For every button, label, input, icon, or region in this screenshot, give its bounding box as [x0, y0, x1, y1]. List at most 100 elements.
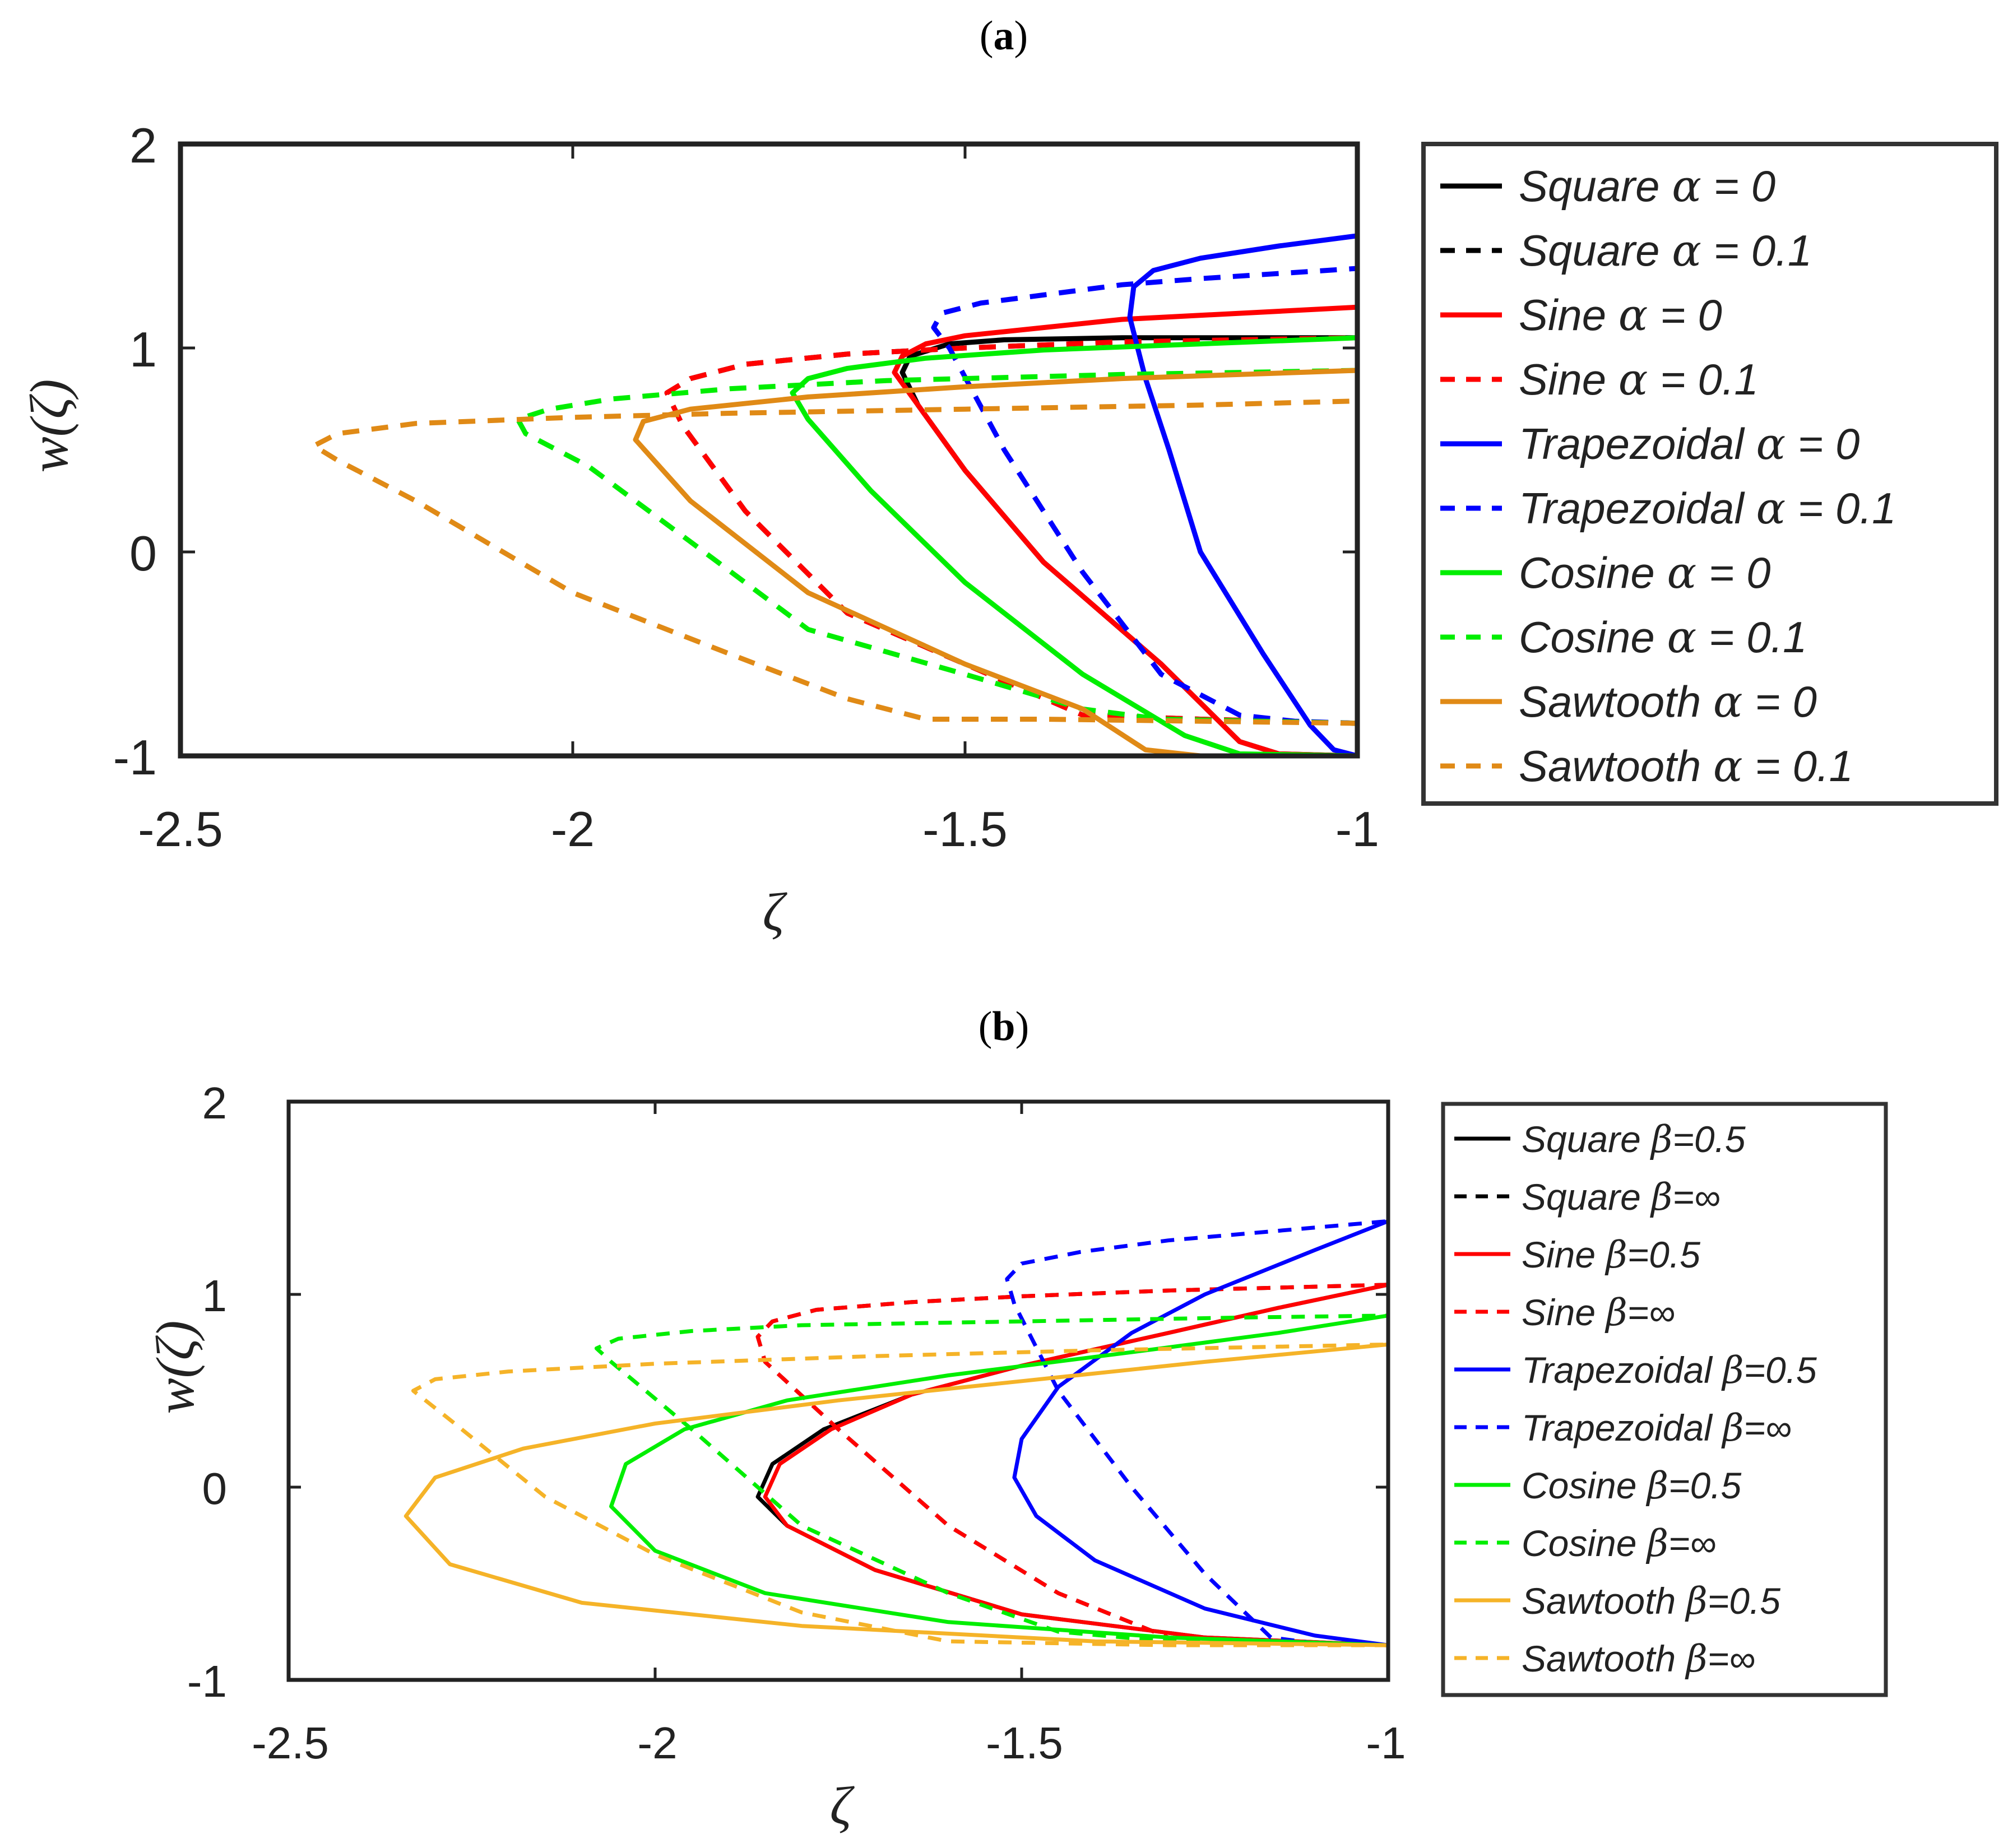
panel-b-title: (b): [979, 1004, 1029, 1050]
panel-a-xtick: -1.5: [922, 801, 1008, 857]
legend-param-value: =0.5: [1672, 1118, 1746, 1160]
series-line-square-solid: [755, 1283, 1389, 1647]
panel-a-yticks: -1 0 1 2: [113, 118, 157, 785]
legend-param-symbol: α: [1619, 355, 1648, 405]
panel-b-xtick: -1.5: [986, 1718, 1063, 1768]
legend-param-symbol: β: [1604, 1291, 1627, 1334]
series-line-trapezoidal-dashed: [931, 266, 1358, 726]
panel-a-legend: Square α = 0 Square α = 0.1 Sine α = 0 S…: [1421, 142, 1998, 806]
legend-item: Sawtooth α = 0.1: [1440, 741, 1853, 792]
panel-a-ytick: -1: [113, 730, 157, 785]
legend-param-symbol: β: [1721, 1406, 1743, 1450]
legend-label: Sine α = 0.1: [1519, 355, 1759, 405]
legend-label: Sawtooth β=∞: [1522, 1637, 1755, 1680]
legend-param-value: = 0: [1743, 677, 1817, 726]
panel-a-ytick: 1: [129, 322, 157, 377]
legend-label: Trapezoidal β=∞: [1522, 1406, 1792, 1450]
legend-item: Sawtooth β=0.5: [1454, 1580, 1780, 1623]
panel-a-ytick: 0: [129, 526, 157, 581]
series-line-sawtooth-dashed: [411, 1342, 1389, 1647]
legend-item: Sawtooth α = 0: [1440, 677, 1817, 727]
legend-param-value: = 0: [1701, 161, 1775, 211]
legend-param-value: =0.5: [1668, 1465, 1742, 1506]
legend-series-name: Square: [1519, 226, 1660, 275]
panel-b-axes-frame: [286, 1099, 1390, 1682]
legend-item: Trapezoidal β=0.5: [1454, 1349, 1817, 1392]
legend-label: Sine α = 0: [1519, 290, 1722, 341]
panel-a-title: (a): [980, 13, 1028, 59]
panel-b-ytick: 2: [202, 1078, 228, 1128]
panel-a-legend-frame: [1421, 142, 1998, 806]
panel-b-legend: Square β=0.5 Square β=∞ Sine β=0.5 Sine …: [1441, 1102, 1888, 1697]
series-line-trapezoidal-solid: [1012, 1219, 1389, 1647]
panel-a-ylabel: w(ζ): [19, 379, 79, 473]
legend-item: Cosine α = 0.1: [1440, 612, 1807, 663]
legend-series-name: Cosine: [1522, 1465, 1636, 1506]
legend-label: Cosine α = 0.1: [1519, 612, 1807, 663]
panel-b-xlabel: ζ: [830, 1776, 855, 1836]
legend-series-name: Sine: [1519, 290, 1606, 340]
legend-series-name: Sine: [1522, 1234, 1596, 1275]
legend-item: Sawtooth β=∞: [1454, 1637, 1755, 1680]
series-line-cosine-dashed: [515, 368, 1358, 726]
legend-label: Sawtooth α = 0: [1519, 677, 1817, 727]
legend-param-value: = 0.1: [1648, 355, 1758, 404]
legend-series-name: Sine: [1522, 1292, 1596, 1333]
legend-param-value: =0.5: [1627, 1234, 1701, 1275]
legend-param-symbol: α: [1713, 677, 1743, 727]
series-line-sine-solid: [892, 304, 1358, 759]
legend-param-symbol: β: [1645, 1522, 1668, 1565]
panel-b-series-layer: [404, 1219, 1389, 1647]
legend-item: Trapezoidal α = 0.1: [1440, 484, 1896, 534]
legend-param-symbol: α: [1713, 741, 1743, 792]
series-line-sine-dashed: [755, 1283, 1389, 1647]
legend-item: Cosine β=∞: [1454, 1522, 1717, 1565]
legend-param-symbol: β: [1604, 1233, 1627, 1276]
legend-param-symbol: β: [1645, 1464, 1668, 1507]
series-line-sawtooth-solid: [633, 368, 1358, 759]
legend-item: Sine α = 0.1: [1440, 355, 1759, 405]
legend-param-value: =∞: [1627, 1292, 1676, 1333]
panel-b-xticks: -2.5 -2 -1.5 -1: [252, 1718, 1406, 1768]
panel-b-legend-items: Square β=0.5 Square β=∞ Sine β=0.5 Sine …: [1454, 1118, 1817, 1680]
panel-b-xtick: -1: [1366, 1718, 1406, 1768]
legend-series-name: Trapezoidal: [1522, 1407, 1713, 1448]
legend-param-symbol: α: [1667, 612, 1696, 663]
legend-series-name: Sawtooth: [1522, 1580, 1676, 1622]
legend-param-value: = 0: [1786, 419, 1859, 468]
legend-param-value: =∞: [1672, 1176, 1721, 1218]
panel-a-xticks: -2.5 -2 -1.5 -1: [138, 801, 1379, 857]
series-line-cosine-dashed: [594, 1313, 1389, 1647]
panel-a-tick-marks: [179, 142, 1359, 758]
panel-b-yticks: -1 0 1 2: [187, 1078, 227, 1706]
panel-b-ytick: -1: [187, 1656, 227, 1706]
legend-label: Trapezoidal α = 0.1: [1519, 484, 1896, 534]
legend-item: Sine β=∞: [1454, 1291, 1675, 1334]
series-line-cosine-solid: [609, 1313, 1389, 1647]
legend-param-symbol: β: [1685, 1580, 1708, 1623]
legend-param-value: = 0.1: [1701, 226, 1812, 275]
legend-item: Trapezoidal α = 0: [1440, 419, 1859, 470]
legend-series-name: Trapezoidal: [1522, 1349, 1713, 1391]
series-line-square-dashed: [755, 1283, 1389, 1647]
legend-series-name: Sawtooth: [1519, 741, 1701, 791]
legend-item: Square β=0.5: [1454, 1118, 1746, 1161]
legend-param-value: = 0: [1648, 290, 1722, 340]
panel-a-legend-items: Square α = 0 Square α = 0.1 Sine α = 0 S…: [1440, 161, 1896, 792]
legend-param-value: = 0: [1696, 548, 1770, 597]
panel-b-xtick: -2.5: [252, 1718, 329, 1768]
legend-param-value: = 0.1: [1786, 484, 1896, 533]
legend-label: Sine β=0.5: [1522, 1233, 1700, 1276]
panel-b-legend-frame: [1441, 1102, 1888, 1697]
legend-label: Cosine β=0.5: [1522, 1464, 1742, 1507]
legend-item: Square β=∞: [1454, 1176, 1721, 1219]
panel-a-series-layer: [311, 233, 1358, 759]
legend-item: Trapezoidal β=∞: [1454, 1406, 1792, 1450]
legend-label: Sawtooth β=0.5: [1522, 1580, 1780, 1623]
legend-param-symbol: β: [1685, 1637, 1708, 1680]
legend-item: Cosine α = 0: [1440, 548, 1770, 598]
legend-param-symbol: β: [1649, 1118, 1672, 1161]
legend-series-name: Cosine: [1519, 612, 1655, 662]
legend-label: Square β=0.5: [1522, 1118, 1746, 1161]
